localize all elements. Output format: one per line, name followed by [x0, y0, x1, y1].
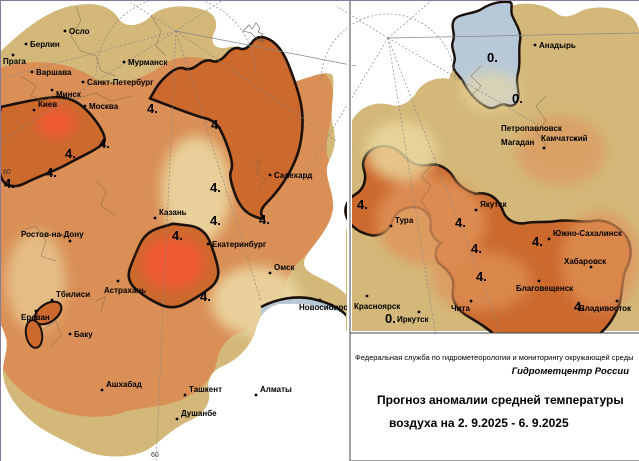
svg-text:Чита: Чита [451, 304, 470, 313]
svg-text:Москва: Москва [89, 102, 119, 111]
svg-text:Иркутск: Иркутск [397, 315, 429, 324]
svg-text:Прага: Прага [3, 57, 26, 66]
svg-text:Якутск: Якутск [480, 200, 508, 209]
svg-text:Анадырь: Анадырь [539, 41, 576, 50]
svg-text:4.: 4. [259, 212, 270, 227]
svg-text:4.: 4. [455, 215, 466, 230]
svg-text:Хабаровск: Хабаровск [564, 257, 607, 266]
svg-text:Душанбе: Душанбе [181, 409, 217, 418]
svg-text:Мурманск: Мурманск [128, 58, 168, 67]
svg-text:0.: 0. [512, 91, 523, 106]
svg-text:Берлин: Берлин [30, 40, 60, 49]
svg-text:4.: 4. [476, 269, 487, 284]
svg-text:Гидрометцентр России: Гидрометцентр России [512, 366, 630, 377]
svg-text:4.: 4. [4, 176, 15, 191]
svg-text:4.: 4. [211, 117, 222, 132]
svg-text:Астрахань: Астрахань [104, 286, 146, 295]
svg-text:Благовещенск: Благовещенск [516, 284, 574, 293]
svg-text:4.: 4. [210, 180, 221, 195]
svg-text:Салехард: Салехард [274, 171, 312, 180]
svg-text:0.: 0. [385, 311, 396, 326]
svg-text:4.: 4. [357, 197, 368, 212]
svg-text:Южно-Сахалинск: Южно-Сахалинск [553, 229, 623, 238]
svg-text:Владивосток: Владивосток [579, 304, 632, 313]
svg-text:Ашхабад: Ашхабад [106, 380, 142, 389]
svg-text:Ереван: Ереван [21, 313, 50, 322]
svg-text:Осло: Осло [69, 27, 90, 36]
svg-text:Новосибирск: Новосибирск [299, 303, 353, 312]
svg-text:4.: 4. [172, 228, 183, 243]
svg-text:Санкт-Петербург: Санкт-Петербург [87, 78, 154, 87]
svg-text:Красноярск: Красноярск [354, 302, 401, 311]
svg-text:Тура: Тура [395, 216, 414, 225]
svg-text:Прогноз аномалии средней темпе: Прогноз аномалии средней температуры [377, 393, 624, 407]
svg-text:Екатеринбург: Екатеринбург [212, 240, 267, 249]
svg-text:4.: 4. [532, 234, 543, 249]
svg-text:Алматы: Алматы [260, 385, 292, 394]
svg-text:Магадан: Магадан [501, 138, 535, 147]
svg-text:Омск: Омск [274, 263, 295, 272]
svg-text:4.: 4. [200, 289, 211, 304]
svg-text:воздуха на 2. 9.2025 -: воздуха на 2. 9.2025 - 6. 9.2025 [389, 416, 569, 430]
svg-text:4.: 4. [210, 213, 221, 228]
svg-text:Тбилиси: Тбилиси [56, 290, 90, 299]
svg-text:4.: 4. [99, 136, 110, 151]
svg-text:60: 60 [151, 452, 159, 459]
svg-text:Минск: Минск [56, 90, 82, 99]
svg-text:Варшава: Варшава [36, 68, 72, 77]
svg-text:Киев: Киев [38, 100, 57, 109]
svg-text:4.: 4. [65, 146, 76, 161]
svg-text:4.: 4. [147, 101, 158, 116]
svg-text:Баку: Баку [74, 330, 93, 339]
svg-text:0.: 0. [487, 50, 498, 65]
svg-text:Казань: Казань [159, 208, 187, 217]
svg-text:Петропавловск: Петропавловск [501, 124, 563, 133]
svg-text:4.: 4. [574, 299, 585, 314]
svg-text:Ростов-на-Дону: Ростов-на-Дону [21, 230, 84, 239]
svg-text:4.: 4. [46, 165, 57, 180]
svg-text:4.: 4. [471, 241, 482, 256]
svg-text:Ташкент: Ташкент [189, 385, 222, 394]
svg-text:Федеральная служба по гидромет: Федеральная служба по гидрометеорологии … [355, 353, 633, 362]
svg-text:Камчатский: Камчатский [541, 134, 588, 143]
svg-text:60: 60 [3, 169, 11, 176]
